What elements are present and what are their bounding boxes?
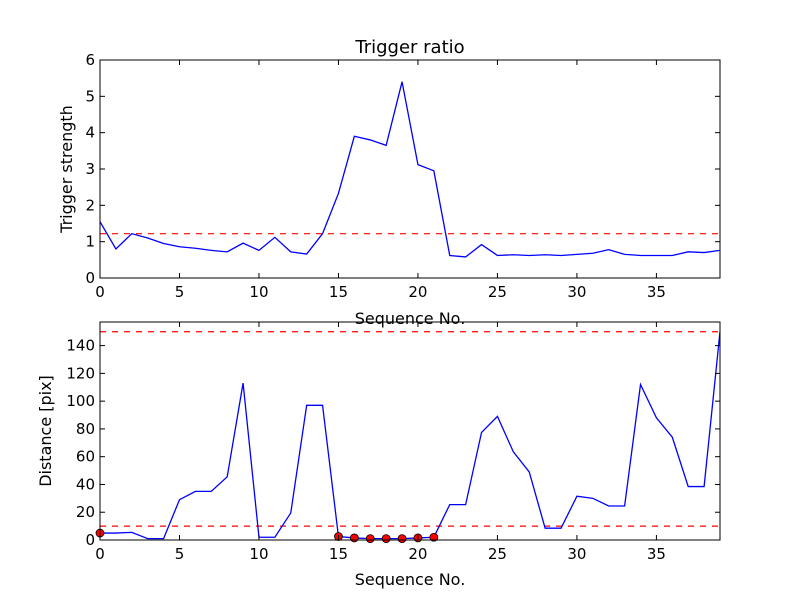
distance-axes-frame [99,321,721,541]
x-tick-label: 0 [95,545,105,563]
x-tick-label: 5 [175,283,185,301]
y-tick-label: 100 [66,392,95,410]
y-tick-label: 1 [85,233,95,251]
trigger-axes-frame [99,59,721,279]
y-tick-label: 3 [85,160,95,178]
y-tick-label: 60 [76,448,95,466]
series-line [100,331,720,540]
x-tick-label: 5 [175,545,185,563]
y-tick-label: 140 [66,337,95,355]
distance-plot-area [95,331,720,544]
trigger-ratio-chart: Trigger ratio 0 5 10 15 20 25 30 35 0 1 2 3 4 5 6 Seq… [57,37,721,328]
data-point-marker [397,534,407,544]
data-point-marker [349,533,359,543]
x-tick-label: 30 [567,283,586,301]
x-tick-label: 15 [329,283,348,301]
trigger-x-axis-label: Sequence No. [355,309,466,328]
distance-x-axis-label: Sequence No. [355,570,466,589]
distance-y-ticks: 0 20 40 60 80 100 120 140 [66,337,720,549]
y-tick-label: 0 [85,531,95,549]
series-line [100,81,720,258]
x-tick-label: 20 [408,283,427,301]
x-tick-label: 30 [567,545,586,563]
distance-chart: 0 5 10 15 20 25 30 35 0 20 40 60 80 100 120 140 Sequen… [36,321,721,589]
distance-y-axis-label: Distance [pix] [36,375,55,487]
x-tick-label: 35 [647,545,666,563]
chart-title: Trigger ratio [354,37,464,58]
x-tick-label: 10 [249,545,268,563]
distance-x-ticks: 0 5 10 15 20 25 30 35 [95,322,666,563]
y-tick-label: 2 [85,196,95,214]
x-tick-label: 0 [95,283,105,301]
y-tick-label: 20 [76,503,95,521]
x-tick-label: 15 [329,545,348,563]
x-tick-label: 10 [249,283,268,301]
y-tick-label: 5 [85,87,95,105]
data-point-marker [381,534,391,544]
data-point-marker [429,532,439,542]
x-tick-label: 20 [408,545,427,563]
y-tick-label: 4 [85,124,95,142]
y-tick-label: 40 [76,475,95,493]
x-tick-label: 25 [488,283,507,301]
trigger-x-ticks: 0 5 10 15 20 25 30 35 [95,60,666,301]
trigger-y-ticks: 0 1 2 3 4 5 6 [85,51,720,287]
trigger-y-axis-label: Trigger strength [57,105,76,234]
y-tick-label: 80 [76,420,95,438]
data-point-marker [365,534,375,544]
y-tick-label: 120 [66,364,95,382]
x-tick-label: 25 [488,545,507,563]
y-tick-label: 6 [85,51,95,69]
x-tick-label: 35 [647,283,666,301]
trigger-plot-area [100,81,720,258]
y-tick-label: 0 [85,269,95,287]
